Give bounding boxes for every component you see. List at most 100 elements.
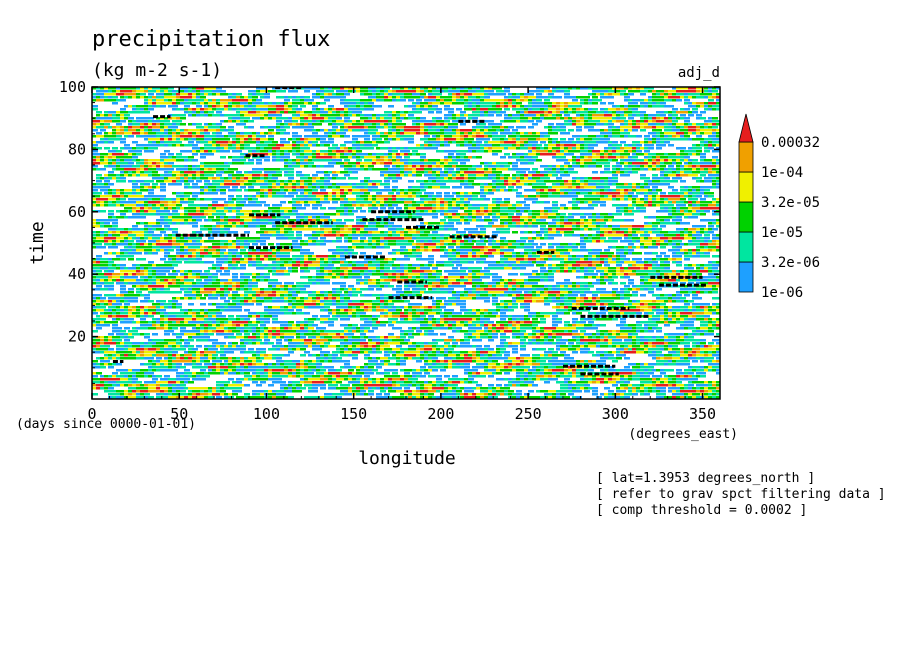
field-cell [316, 111, 322, 114]
field-cell [308, 102, 314, 105]
field-cell [392, 150, 398, 153]
field-cell [108, 195, 114, 198]
field-cell [368, 186, 374, 189]
field-cell [548, 108, 554, 111]
field-cell [680, 174, 686, 177]
field-cell [404, 96, 410, 99]
field-cell [340, 93, 346, 96]
field-cell [248, 153, 254, 156]
field-cell [188, 186, 194, 189]
field-cell [392, 168, 398, 171]
field-cell [288, 171, 294, 174]
field-cell [236, 93, 242, 96]
field-cell [580, 108, 586, 111]
field-cell [568, 123, 574, 126]
field-cell [680, 207, 686, 210]
field-cell [216, 114, 222, 117]
field-cell [144, 117, 150, 120]
field-cell [192, 135, 198, 138]
field-cell [580, 150, 586, 153]
field-cell [532, 135, 538, 138]
field-cell [144, 120, 150, 123]
field-cell [180, 177, 186, 180]
field-cell [636, 165, 642, 168]
field-cell [564, 183, 570, 186]
field-cell [536, 192, 542, 195]
field-cell [684, 132, 690, 135]
field-cell [600, 177, 606, 180]
field-cell [104, 153, 110, 156]
field-cell [248, 141, 254, 144]
field-cell [632, 123, 638, 126]
field-cell [452, 186, 458, 189]
field-cell [560, 132, 566, 135]
field-cell [284, 168, 290, 171]
field-cell [152, 141, 158, 144]
field-cell [204, 102, 210, 105]
field-cell [288, 207, 294, 210]
field-cell [284, 96, 290, 99]
field-cell [256, 180, 262, 183]
field-cell [408, 159, 414, 162]
field-cell [192, 87, 198, 90]
field-cell [228, 120, 234, 123]
field-cell [512, 117, 518, 120]
field-cell [392, 123, 398, 126]
field-cell [396, 195, 402, 198]
field-cell [524, 159, 530, 162]
field-cell [356, 144, 362, 147]
field-cell [428, 147, 434, 150]
field-cell [544, 195, 550, 198]
field-cell [712, 174, 718, 177]
field-cell [116, 177, 122, 180]
field-cell [156, 159, 162, 162]
field-cell [516, 210, 522, 213]
field-cell [304, 129, 310, 132]
field-cell [592, 117, 598, 120]
field-cell [400, 123, 406, 126]
field-cell [568, 168, 574, 171]
field-cell [236, 117, 242, 120]
field-cell [100, 198, 106, 201]
field-cell [500, 168, 506, 171]
field-cell [136, 207, 142, 210]
field-cell [428, 90, 434, 93]
field-cell [540, 201, 546, 204]
field-cell [288, 144, 294, 147]
field-cell [104, 165, 110, 168]
field-cell [636, 162, 642, 165]
field-cell [488, 93, 494, 96]
field-cell [640, 153, 646, 156]
field-cell [504, 99, 510, 102]
field-cell [420, 144, 426, 147]
field-cell [548, 165, 554, 168]
field-cell [396, 138, 402, 141]
field-cell [200, 162, 206, 165]
field-cell [168, 168, 174, 171]
field-cell [596, 153, 602, 156]
field-cell [172, 204, 178, 207]
field-cell [112, 90, 118, 93]
field-cell [512, 129, 518, 132]
field-cell [556, 153, 562, 156]
field-cell [280, 105, 286, 108]
field-cell [324, 180, 330, 183]
field-cell [380, 168, 386, 171]
field-cell [628, 189, 634, 192]
field-cell [228, 174, 234, 177]
field-cell [588, 111, 594, 114]
field-cell [516, 114, 522, 117]
field-cell [104, 132, 110, 135]
field-cell [296, 99, 302, 102]
field-cell [456, 180, 462, 183]
field-cell [308, 138, 314, 141]
field-cell [700, 153, 706, 156]
field-cell [144, 138, 150, 141]
field-cell [684, 162, 690, 165]
field-cell [668, 204, 674, 207]
field-cell [160, 126, 166, 129]
field-cell [400, 99, 406, 102]
field-cell [560, 108, 566, 111]
field-cell [448, 174, 454, 177]
